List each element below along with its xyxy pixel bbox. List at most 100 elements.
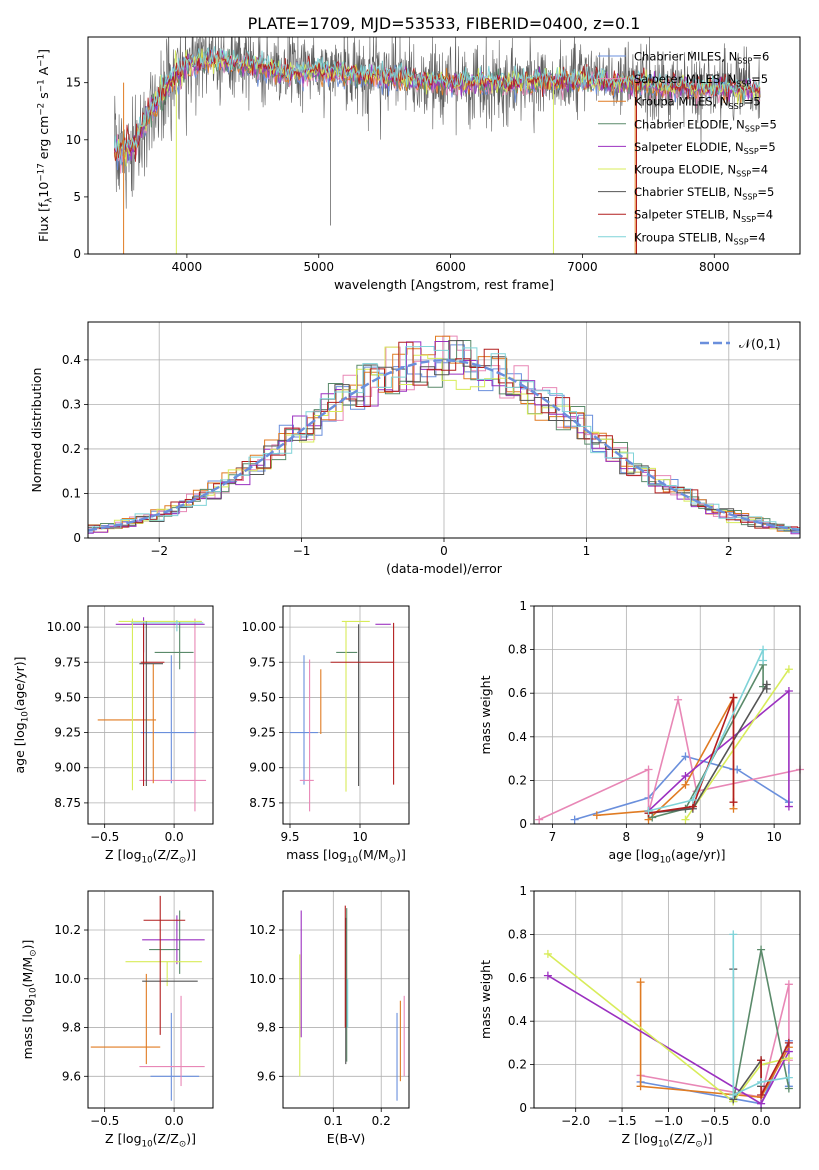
x-tick-label: 7 xyxy=(549,830,557,844)
spectrum-line xyxy=(113,46,761,165)
legend-entry: Kroupa ELODIE, NSSP=4 xyxy=(634,163,768,179)
weight-point-marker xyxy=(535,815,544,824)
label-fragment: =4 xyxy=(756,208,773,222)
y-tick-label: 0.6 xyxy=(508,686,527,700)
plot-area xyxy=(90,895,205,1101)
x-axis-label: mass [log10(M/M⊙)] xyxy=(286,847,406,866)
y-axis-label: mass weight xyxy=(478,960,493,1039)
x-tick-label: 10 xyxy=(766,830,781,844)
label-fragment: 10 xyxy=(142,1140,153,1150)
label-fragment: SSP xyxy=(745,125,760,134)
label-fragment: Kroupa ELODIE, N xyxy=(634,163,736,177)
weight-point-marker xyxy=(757,1077,766,1086)
label-fragment: ⊙ xyxy=(29,949,39,956)
y-tick-label: 9.75 xyxy=(249,655,276,669)
legend-entry: Salpeter STELIB, NSSP=4 xyxy=(634,208,773,224)
x-axis-label: wavelength [Angstrom, rest frame] xyxy=(334,277,554,292)
weight-point-marker xyxy=(729,930,738,939)
legend-entry: Chabrier ELODIE, NSSP=5 xyxy=(634,117,777,133)
label-fragment: Salpeter STELIB, N xyxy=(634,208,741,222)
label-fragment: 10 xyxy=(29,987,39,998)
weight-series-line xyxy=(648,697,735,814)
y-tick-label: 10.2 xyxy=(54,923,81,937)
x-axis-label: Z [log10(Z/Z⊙)] xyxy=(622,1131,713,1150)
plot-area xyxy=(299,905,405,1101)
x-tick-label: 9.5 xyxy=(280,830,299,844)
label-fragment: )] xyxy=(186,847,196,862)
gridlines xyxy=(88,891,213,1108)
weight-point-marker xyxy=(757,1099,766,1108)
weight-point-marker xyxy=(762,684,771,693)
weight-series-line xyxy=(651,664,764,819)
label-fragment: (age/yr)] xyxy=(12,656,27,711)
y-tick-label: 1 xyxy=(519,884,527,898)
x-tick-label: 0.1 xyxy=(324,1114,343,1128)
histogram-steps xyxy=(88,341,800,529)
x-tick-label: 5000 xyxy=(303,260,334,274)
y-tick-label: 0.4 xyxy=(508,1014,527,1028)
figure-title: PLATE=1709, MJD=53533, FIBERID=0400, z=0… xyxy=(248,14,641,33)
label-fragment: ⊙ xyxy=(179,856,186,866)
y-tick-label: 0.1 xyxy=(62,486,81,500)
axes-frame xyxy=(533,890,801,1109)
residual-histogram-panel: −2 −1 0 1 2 0 0.1 0.2 0.3 0.4 (data-model)/error No… xyxy=(29,321,801,576)
label-fragment: SSP xyxy=(737,57,752,66)
y-tick-label: 10 xyxy=(66,133,81,147)
x-tick-label: 8 xyxy=(623,830,631,844)
label-fragment: (data-model)/error xyxy=(386,561,503,576)
weight-point-marker xyxy=(759,656,768,665)
weight-point-marker xyxy=(592,811,601,820)
weight-series-line xyxy=(538,699,801,821)
y-tick-label: 9.8 xyxy=(62,1021,81,1035)
weight-point-marker xyxy=(681,815,690,824)
weight-series-line xyxy=(648,649,764,812)
weight-point-marker xyxy=(648,813,657,822)
label-fragment: )] xyxy=(396,847,406,862)
legend-entry: Kroupa STELIB, NSSP=4 xyxy=(634,230,766,246)
y-tick-label: 10.2 xyxy=(249,923,276,937)
label-fragment: (Z/Z xyxy=(669,1131,695,1146)
y-tick-label: 9.50 xyxy=(249,690,276,704)
weight-series-line xyxy=(639,982,790,1099)
y-tick-label: 9.25 xyxy=(249,726,276,740)
y-tick-label: 0 xyxy=(73,531,81,545)
y-tick-label: 0 xyxy=(519,1101,527,1115)
weight-series-line xyxy=(640,984,790,1099)
label-fragment: Chabrier STELIB, N xyxy=(634,185,742,199)
weight-point-marker xyxy=(688,796,697,805)
legend-entry: Salpeter MILES, NSSP=5 xyxy=(634,72,768,88)
axes-frame xyxy=(282,605,410,825)
label-fragment: 10 xyxy=(142,856,153,866)
normal-curve xyxy=(88,359,800,532)
x-tick-label: 7000 xyxy=(567,260,598,274)
y-tick-label: 0 xyxy=(519,817,527,831)
weight-point-marker xyxy=(681,780,690,789)
weight-point-marker xyxy=(784,980,793,989)
label-fragment: (age/yr)] xyxy=(671,847,726,862)
label-fragment: mass weight xyxy=(478,960,493,1039)
label-fragment: 10 xyxy=(36,182,51,198)
weight-point-marker xyxy=(636,978,645,987)
y-tick-label: 5 xyxy=(73,190,81,204)
y-tick-label: 9.00 xyxy=(54,761,81,775)
label-fragment: (M/M xyxy=(20,957,35,988)
weight-point-marker xyxy=(757,1090,766,1099)
weight-point-marker xyxy=(681,752,690,761)
x-tick-label: −0.5 xyxy=(700,1114,729,1128)
y-tick-label: 0.4 xyxy=(508,730,527,744)
y-tick-label: 0.6 xyxy=(508,971,527,985)
weight-point-marker xyxy=(784,665,793,674)
y-tick-label: 0.8 xyxy=(508,643,527,657)
y-tick-label: 0.2 xyxy=(508,773,527,787)
y-tick-label: 9.00 xyxy=(249,761,276,775)
plot-area xyxy=(535,645,804,824)
x-axis-label: Z [log10(Z/Z⊙)] xyxy=(105,1131,196,1150)
axes-frame xyxy=(87,890,214,1109)
label-fragment: SSP xyxy=(744,147,759,156)
label-fragment: ⊙ xyxy=(389,856,396,866)
weight-point-marker xyxy=(733,765,742,774)
label-fragment: =4 xyxy=(751,163,768,177)
x-tick-label: 0.0 xyxy=(165,1114,184,1128)
